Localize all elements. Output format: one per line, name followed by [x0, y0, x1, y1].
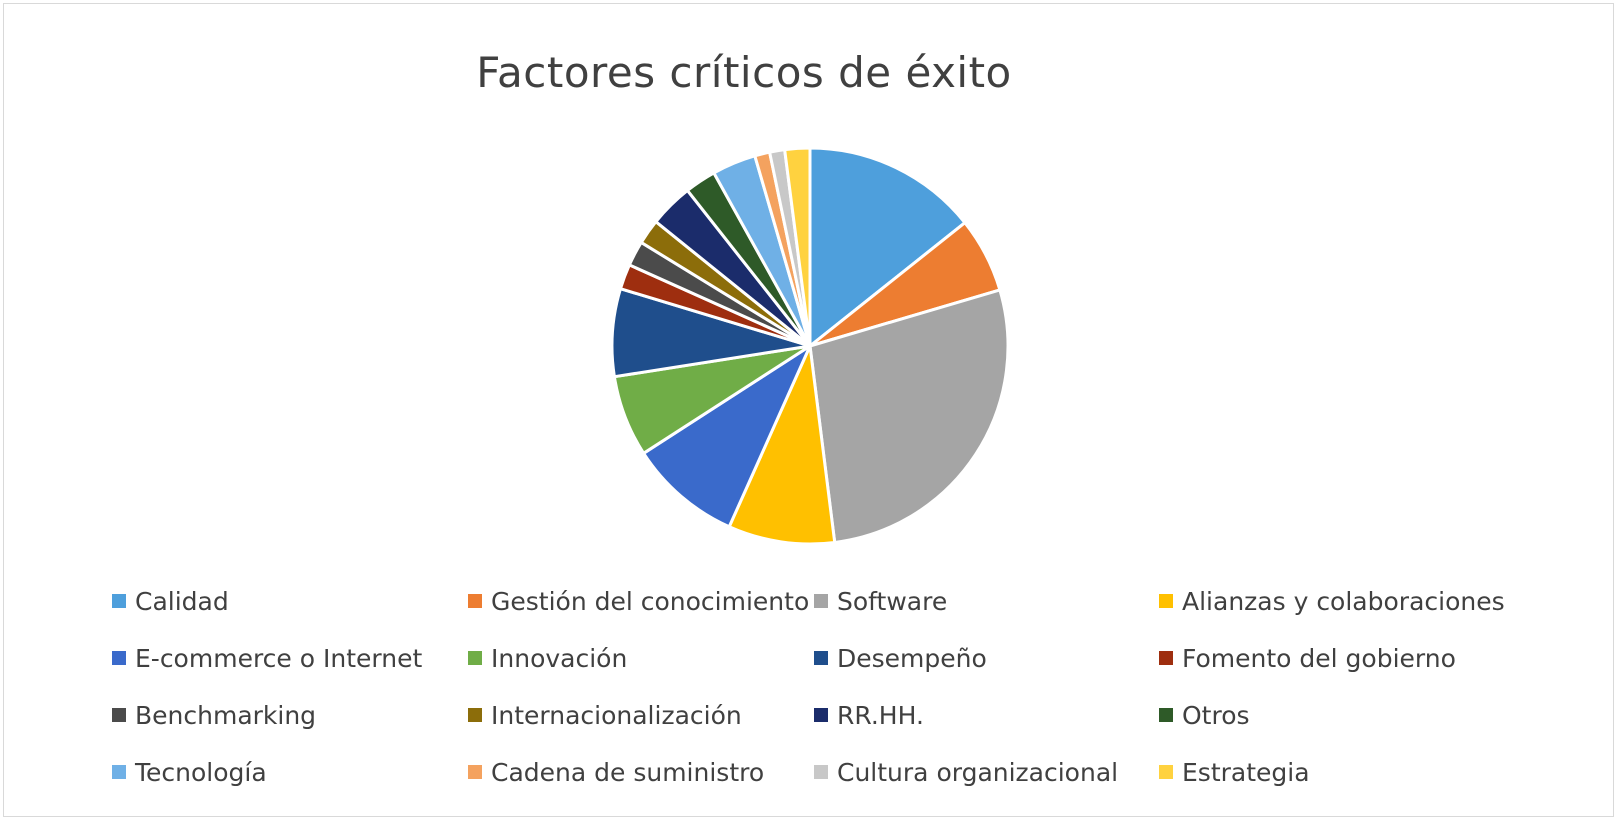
legend-label: Fomento del gobierno	[1182, 643, 1456, 673]
legend-label: RR.HH.	[837, 700, 924, 730]
legend-label: Cultura organizacional	[837, 757, 1119, 787]
legend-swatch	[1159, 594, 1173, 608]
legend-swatch	[112, 651, 126, 665]
legend-item: Innovación	[468, 640, 627, 676]
legend-item: Estrategia	[1159, 754, 1310, 790]
legend-item: Fomento del gobierno	[1159, 640, 1456, 676]
legend-swatch	[468, 765, 482, 779]
legend-swatch	[814, 765, 828, 779]
legend-label: E-commerce o Internet	[135, 643, 423, 673]
legend-item: Alianzas y colaboraciones	[1159, 583, 1505, 619]
legend-label: Estrategia	[1182, 757, 1310, 787]
legend-item: Cultura organizacional	[814, 754, 1118, 790]
legend-label: Calidad	[135, 586, 229, 616]
legend-swatch	[468, 708, 482, 722]
legend-item: E-commerce o Internet	[112, 640, 422, 676]
legend-swatch	[814, 708, 828, 722]
legend-label: Benchmarking	[135, 700, 317, 730]
pie-slice	[808, 288, 1010, 544]
legend-item: Cadena de suministro	[468, 754, 764, 790]
legend-swatch	[814, 594, 828, 608]
pie-slice	[808, 146, 967, 348]
legend-label: Cadena de suministro	[491, 757, 765, 787]
legend-label: Otros	[1182, 700, 1250, 730]
legend-label: Gestión del conocimiento	[491, 586, 810, 616]
legend-item: Tecnología	[112, 754, 267, 790]
legend-swatch	[814, 651, 828, 665]
legend-swatch	[1159, 651, 1173, 665]
legend-swatch	[112, 765, 126, 779]
legend-swatch	[112, 708, 126, 722]
legend-swatch	[468, 651, 482, 665]
legend-label: Tecnología	[135, 757, 267, 787]
legend-item: Internacionalización	[468, 697, 742, 733]
legend-label: Innovación	[491, 643, 628, 673]
legend-swatch	[112, 594, 126, 608]
legend-swatch	[1159, 708, 1173, 722]
legend-label: Software	[837, 586, 948, 616]
legend-label: Internacionalización	[491, 700, 742, 730]
legend-item: RR.HH.	[814, 697, 924, 733]
pie-slice	[783, 146, 812, 348]
legend-swatch	[1159, 765, 1173, 779]
pie-slice	[727, 344, 837, 546]
legend-swatch	[468, 594, 482, 608]
legend-item: Software	[814, 583, 947, 619]
legend-item: Desempeño	[814, 640, 987, 676]
legend-item: Benchmarking	[112, 697, 316, 733]
legend-item: Otros	[1159, 697, 1250, 733]
legend-item: Gestión del conocimiento	[468, 583, 809, 619]
legend-label: Desempeño	[837, 643, 987, 673]
legend-item: Calidad	[112, 583, 229, 619]
pie-slice	[642, 344, 812, 529]
chart-title: Factores críticos de éxito	[476, 48, 1012, 97]
legend-label: Alianzas y colaboraciones	[1182, 586, 1505, 616]
